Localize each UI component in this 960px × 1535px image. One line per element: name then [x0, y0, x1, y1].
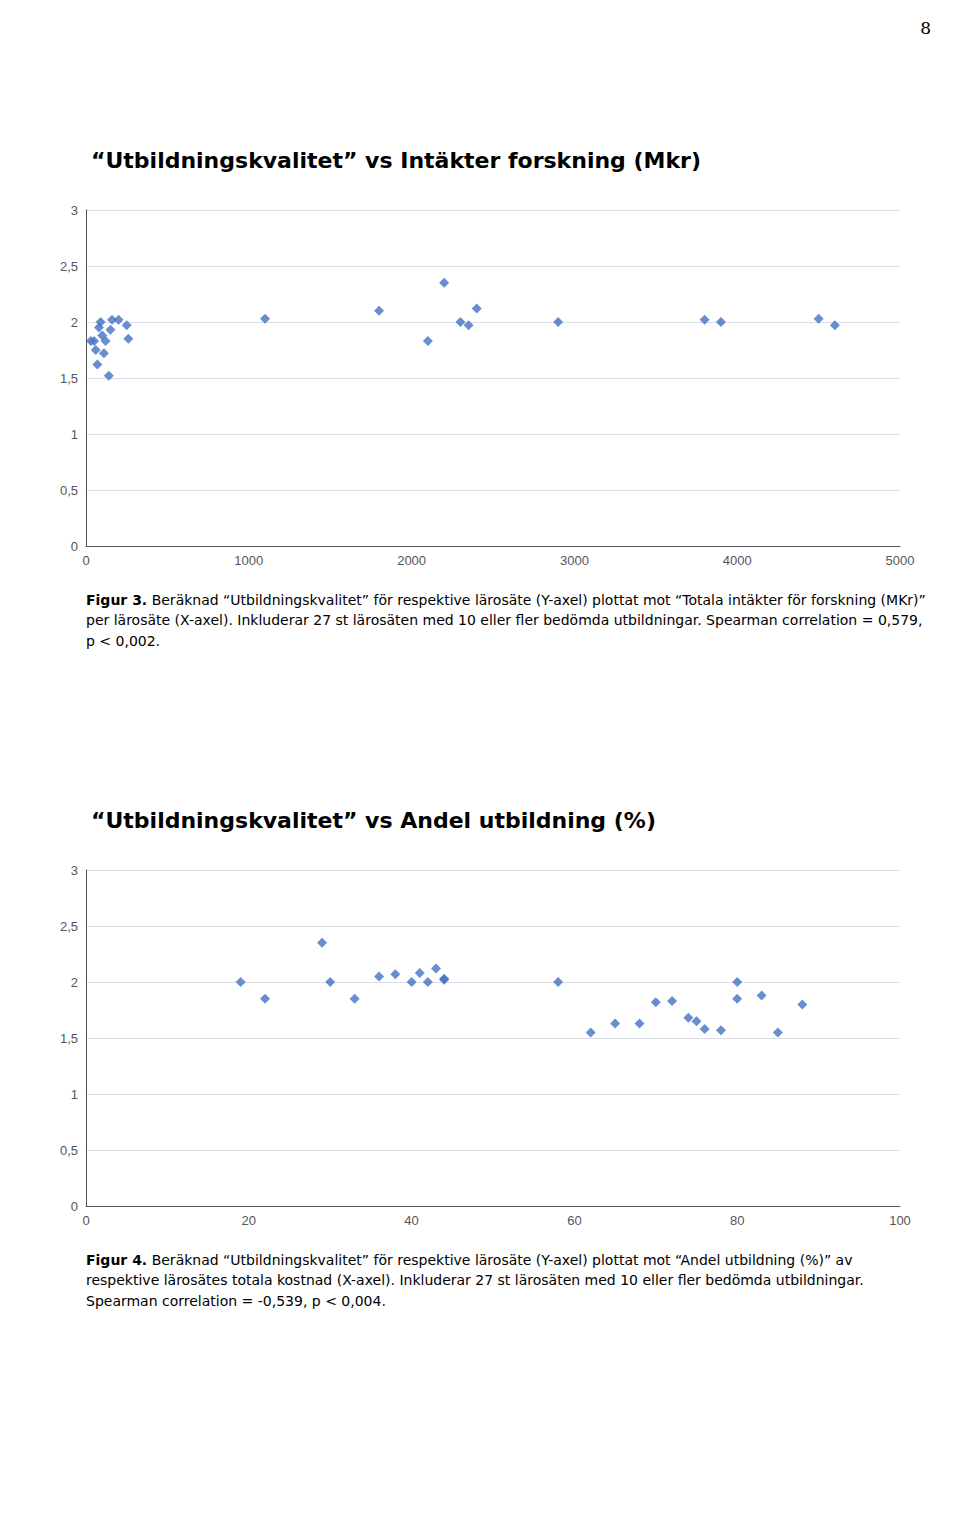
svg-text:0: 0 [71, 1199, 78, 1214]
svg-text:“Utbildningskvalitet” vs Intäk: “Utbildningskvalitet” vs Intäkter forskn… [91, 148, 701, 173]
svg-text:4000: 4000 [723, 553, 752, 568]
svg-text:20: 20 [242, 1213, 256, 1228]
svg-text:2: 2 [71, 315, 78, 330]
svg-text:3000: 3000 [560, 553, 589, 568]
svg-text:1,5: 1,5 [60, 1031, 78, 1046]
svg-text:40: 40 [404, 1213, 418, 1228]
svg-text:2,5: 2,5 [60, 919, 78, 934]
html-text:Figur 3. Beräknad “Utbildnings: Figur 3. Beräknad “Utbildningskvalitet” … [86, 592, 926, 649]
svg-text:5000: 5000 [886, 553, 915, 568]
svg-text:“Utbildningskvalitet” vs Andel: “Utbildningskvalitet” vs Andel utbildnin… [91, 808, 656, 833]
html-text:8: 8 [920, 18, 931, 38]
svg-text:0: 0 [71, 539, 78, 554]
svg-text:2: 2 [71, 975, 78, 990]
svg-text:3: 3 [71, 863, 78, 878]
svg-text:0,5: 0,5 [60, 483, 78, 498]
svg-text:3: 3 [71, 203, 78, 218]
svg-text:1,5: 1,5 [60, 371, 78, 386]
html-text:Figur 4. Beräknad “Utbildnings: Figur 4. Beräknad “Utbildningskvalitet” … [86, 1252, 864, 1309]
svg-text:2000: 2000 [397, 553, 426, 568]
svg-text:100: 100 [889, 1213, 911, 1228]
svg-text:1: 1 [71, 1087, 78, 1102]
svg-text:2,5: 2,5 [60, 259, 78, 274]
svg-text:0: 0 [82, 1213, 89, 1228]
svg-text:1000: 1000 [234, 553, 263, 568]
svg-text:80: 80 [730, 1213, 744, 1228]
svg-text:0: 0 [82, 553, 89, 568]
svg-text:1: 1 [71, 427, 78, 442]
svg-text:60: 60 [567, 1213, 581, 1228]
svg-text:0,5: 0,5 [60, 1143, 78, 1158]
